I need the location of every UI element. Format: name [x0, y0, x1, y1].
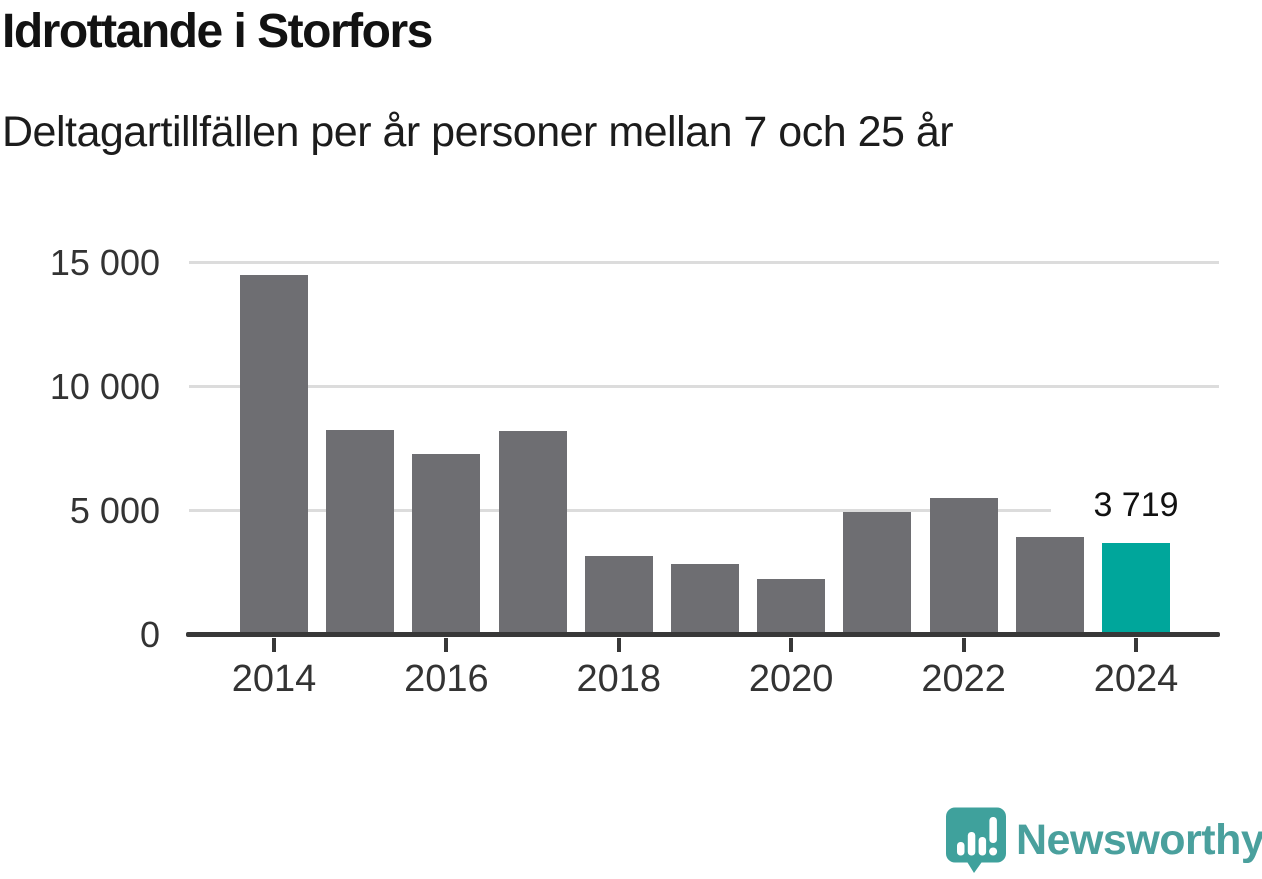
x-axis-label-2016: 2016 [404, 658, 489, 700]
newsworthy-logo-icon [946, 807, 1006, 873]
bar-2015 [326, 430, 395, 635]
bar-2018 [584, 555, 653, 635]
y-axis-label-10000: 10 000 [49, 365, 160, 407]
x-axis-tick-2014 [272, 638, 276, 652]
bar-2014 [240, 274, 308, 635]
x-axis-label-2018: 2018 [576, 658, 662, 700]
x-axis-label-2022: 2022 [921, 658, 1006, 700]
y-axis-label-5000: 5 000 [69, 489, 160, 531]
bar-2019 [671, 564, 739, 635]
bar-2022 [929, 498, 998, 635]
plot-area: 2014 2016 2018 2020 2022 2024 3 719 [186, 242, 1221, 700]
x-axis-tick-2018 [616, 638, 621, 652]
newsworthy-brand: Newsworthy [945, 807, 1262, 874]
bar-2023 [1015, 536, 1084, 635]
chart-subtitle: Deltagartillfällen per år personer mella… [2, 108, 954, 156]
x-axis-label-2014: 2014 [231, 658, 317, 700]
x-axis-label-2024: 2024 [1093, 658, 1179, 700]
x-axis-label-2020: 2020 [748, 658, 834, 700]
bar-2021 [843, 512, 912, 635]
gridline-5000 [189, 508, 1219, 512]
bar-2024 [1102, 542, 1170, 635]
gridline-10000 [189, 384, 1219, 388]
bar-2016 [412, 453, 481, 635]
x-axis-tick-2024 [1134, 638, 1138, 652]
x-axis-tick-2020 [789, 638, 794, 652]
bar-2020 [757, 579, 826, 635]
x-axis-tick-2016 [444, 638, 449, 652]
bar-2017 [498, 431, 567, 635]
chart-title: Idrottande i Storfors [2, 5, 433, 58]
gridline-15000 [189, 260, 1219, 264]
bar-chart: 2014 2016 2018 2020 2022 2024 3 719 0 5 000 10 0… [0, 242, 1262, 722]
y-axis-label-0: 0 [139, 614, 160, 655]
y-axis-label-15000: 15 000 [49, 241, 160, 283]
newsworthy-brand-text: Newsworthy [1016, 816, 1262, 864]
x-axis-line [186, 632, 1220, 637]
highlight-value-label: 3 719 [1051, 484, 1221, 525]
x-axis-tick-2022 [961, 638, 966, 652]
